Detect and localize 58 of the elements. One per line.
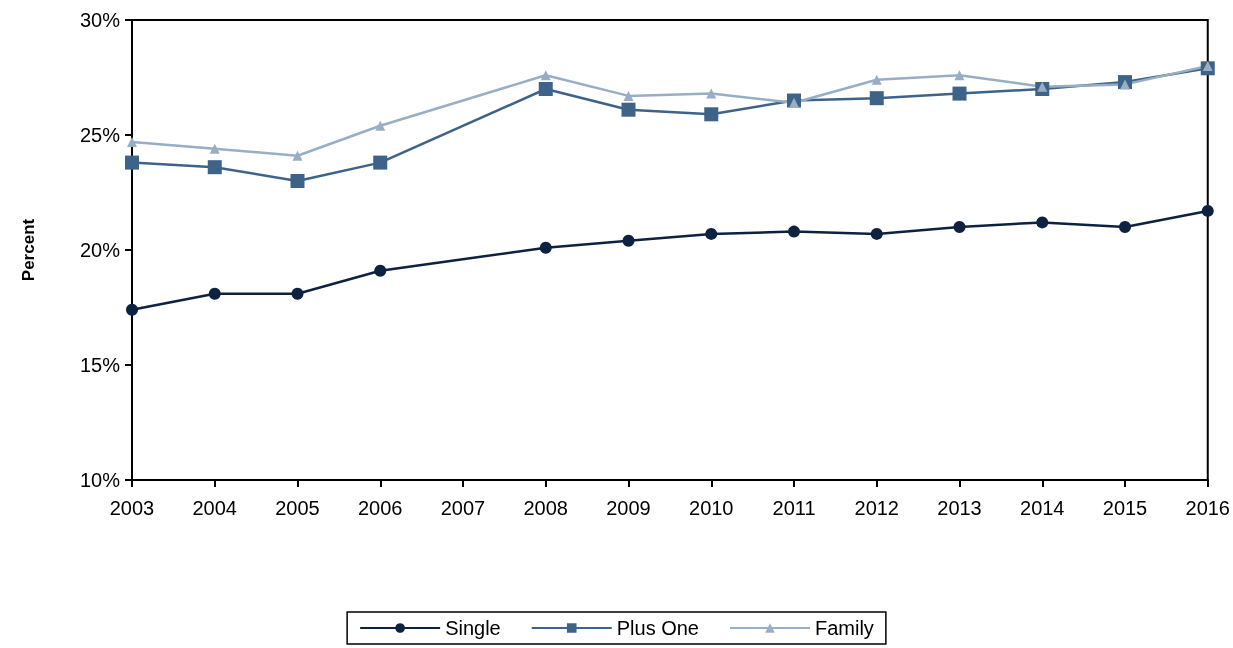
y-tick-label: 10% [79,469,121,491]
legend-label: Single [445,617,501,639]
point [540,70,551,81]
x-tick-label: 2004 [192,497,237,519]
point [209,143,220,154]
point [208,287,221,300]
x-tick-label: 2010 [689,497,734,519]
point [706,88,717,99]
point [1119,221,1131,233]
point [870,227,883,240]
point [127,136,137,147]
legend-label: Family [814,617,874,639]
point [952,86,967,101]
point [290,174,305,188]
x-tick-label: 2011 [772,497,816,519]
point [373,155,388,170]
point [291,287,304,300]
point [871,74,882,85]
point [539,241,552,254]
x-tick-label: 2012 [854,497,899,519]
point [622,234,635,247]
y-tick-label: 30% [79,9,121,31]
point [704,107,719,122]
x-tick-label: 2014 [1020,497,1065,519]
point [538,82,553,96]
point [1202,61,1213,71]
x-tick-label: 2005 [275,497,320,519]
x-tick-label: 2007 [440,497,486,519]
point [375,120,386,131]
x-tick-label: 2015 [1102,497,1148,519]
x-tick-label: 2013 [937,497,982,519]
point [1201,204,1214,217]
point [788,225,800,238]
point [1036,216,1049,229]
y-tick-label: 20% [79,239,121,261]
point [954,70,965,81]
legend-label: Plus One [616,617,699,639]
x-tick-label: 2009 [606,497,651,519]
point [705,227,718,240]
point [374,264,387,277]
x-tick-label: 2008 [523,497,568,519]
point [621,102,636,117]
point [953,221,966,233]
y-tick-label: 15% [79,354,121,376]
point [1120,79,1130,90]
point [623,90,634,101]
x-tick-label: 2006 [358,497,403,519]
point [207,160,222,175]
y-tick-label: 25% [79,124,121,146]
point [789,97,799,108]
point [869,91,884,106]
point [292,150,303,161]
point [126,303,138,316]
point [1037,81,1048,92]
x-tick-label: 2016 [1185,497,1230,519]
x-tick-label: 2003 [109,497,155,519]
point [125,155,139,170]
y-axis-title: Percent [19,218,38,282]
